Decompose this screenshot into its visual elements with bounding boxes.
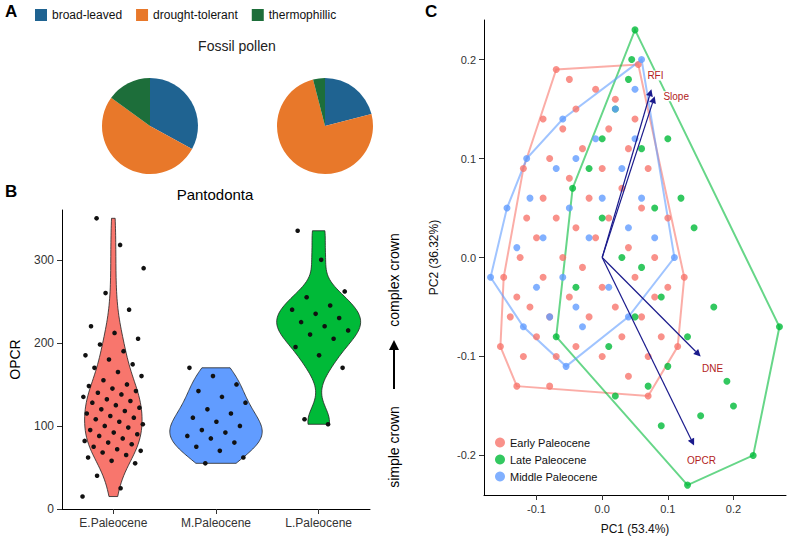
svg-text:0.2: 0.2 [726, 503, 741, 515]
svg-text:DNE: DNE [702, 363, 723, 374]
svg-text:drought-tolerant: drought-tolerant [153, 8, 238, 22]
svg-text:0.0: 0.0 [461, 252, 476, 264]
svg-text:Pantodonta: Pantodonta [177, 186, 254, 203]
svg-text:Late Paleocene: Late Paleocene [510, 454, 586, 466]
svg-text:complex crown: complex crown [386, 233, 402, 326]
svg-text:OPCR: OPCR [7, 339, 23, 379]
svg-text:M.Paleocene: M.Paleocene [181, 516, 251, 530]
svg-text:300: 300 [34, 253, 54, 267]
svg-text:0.1: 0.1 [660, 503, 675, 515]
svg-text:0.1: 0.1 [461, 153, 476, 165]
svg-text:-0.1: -0.1 [527, 503, 546, 515]
svg-text:RFI: RFI [647, 70, 663, 81]
svg-text:E.Paleocene: E.Paleocene [79, 516, 147, 530]
svg-text:thermophillic: thermophillic [269, 8, 336, 22]
svg-text:OPCR: OPCR [687, 455, 716, 466]
svg-text:PC2 (36.32%): PC2 (36.32%) [427, 220, 441, 295]
svg-text:L.Paleocene: L.Paleocene [285, 516, 352, 530]
svg-text:-0.2: -0.2 [457, 449, 476, 461]
svg-text:Fossil pollen: Fossil pollen [198, 38, 276, 54]
svg-text:simple crown: simple crown [386, 406, 402, 488]
svg-text:100: 100 [34, 419, 54, 433]
svg-text:A: A [5, 2, 17, 21]
svg-text:C: C [425, 2, 437, 21]
svg-text:Middle Paleocene: Middle Paleocene [510, 471, 597, 483]
svg-text:PC1 (53.4%): PC1 (53.4%) [601, 522, 670, 536]
svg-text:-0.1: -0.1 [457, 350, 476, 362]
svg-text:200: 200 [34, 336, 54, 350]
svg-text:Slope: Slope [663, 91, 689, 102]
svg-text:B: B [5, 182, 17, 201]
svg-text:0.2: 0.2 [461, 54, 476, 66]
svg-text:Early Paleocene: Early Paleocene [510, 437, 590, 449]
svg-text:0: 0 [47, 502, 54, 516]
svg-text:0.0: 0.0 [595, 503, 610, 515]
svg-text:broad-leaved: broad-leaved [52, 8, 122, 22]
